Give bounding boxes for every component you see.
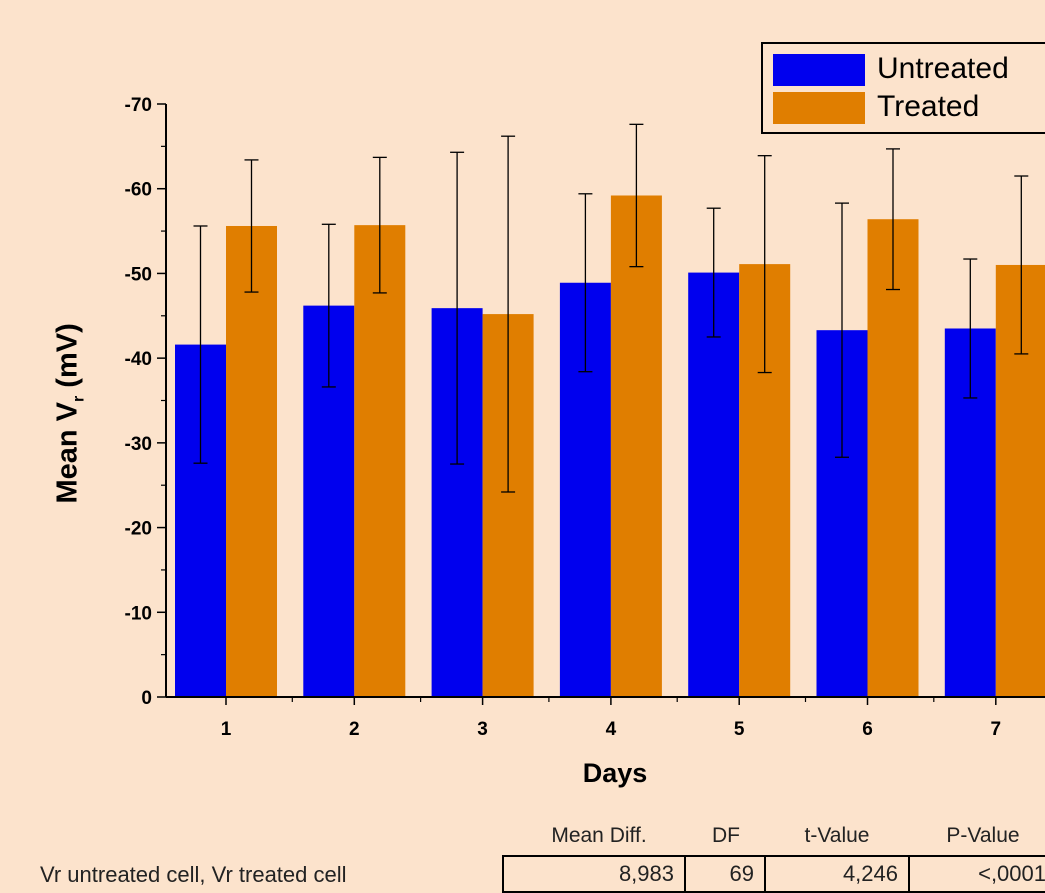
stats-row-label: Vr untreated cell, Vr treated cell: [40, 862, 347, 887]
legend: Untreated Treated: [761, 42, 1045, 134]
y-axis-title: Mean Vr (mV): [51, 323, 88, 504]
axes-group: [157, 103, 1045, 705]
bar-treated-day-1: [226, 225, 277, 697]
y-tick-label: -50: [125, 264, 152, 285]
legend-label-treated: Treated: [877, 90, 980, 123]
legend-swatch-untreated: [773, 54, 865, 86]
bar-treated-day-4: [610, 195, 662, 697]
x-tick-label-6: 6: [862, 719, 873, 740]
y-tick-label: -40: [125, 349, 152, 370]
y-tick-label: -70: [125, 95, 152, 116]
x-tick-label-2: 2: [349, 719, 360, 740]
tick-labels-group: 1 2 3 4 5 6 7 0 -10 -20 -30 -40 -50 -60 -70: [125, 95, 1002, 740]
statistics-table: Mean Diff. DF t-Value P-Value Vr untreat…: [0, 818, 1045, 893]
y-tick-label: -10: [125, 603, 152, 624]
stats-cell-t-value: 4,246: [764, 855, 910, 893]
legend-swatch-treated: [773, 92, 865, 124]
bar-untreated-day-5: [688, 272, 740, 697]
x-tick-label-7: 7: [991, 719, 1002, 740]
bar-treated-day-2: [354, 225, 406, 698]
y-tick-label: -20: [125, 519, 152, 540]
y-tick-label: 0: [141, 688, 152, 709]
error-bars-group: [193, 123, 1029, 493]
stats-header-df: DF: [712, 824, 740, 847]
stats-header-p-value: P-Value: [946, 824, 1020, 847]
x-tick-label-3: 3: [477, 719, 488, 740]
stats-header-mean-diff: Mean Diff.: [551, 824, 647, 847]
x-tick-label-5: 5: [734, 719, 745, 740]
x-axis-title: Days: [582, 758, 648, 788]
y-tick-label: -30: [125, 434, 152, 455]
bar-treated-day-6: [867, 219, 919, 697]
bar-treated-day-7: [995, 264, 1045, 697]
stats-cell-p-value: <,0001: [908, 855, 1045, 893]
y-tick-label: -60: [125, 180, 152, 201]
x-tick-label-4: 4: [606, 719, 617, 740]
bars-group: [175, 195, 1045, 698]
stats-cell-df: 69: [684, 855, 766, 893]
legend-label-untreated: Untreated: [877, 52, 1009, 85]
x-tick-label-1: 1: [221, 719, 232, 740]
stats-header-t-value: t-Value: [804, 824, 870, 847]
stats-cell-mean-diff: 8,983: [502, 855, 686, 893]
